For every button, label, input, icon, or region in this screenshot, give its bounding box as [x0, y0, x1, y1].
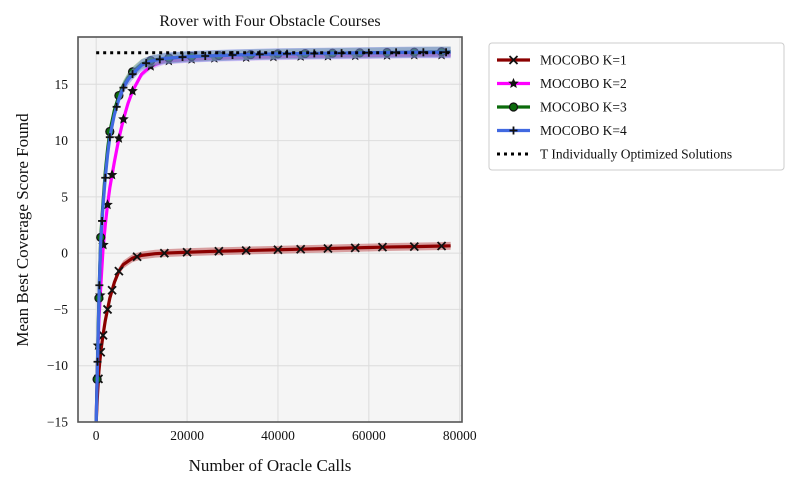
data-point-marker — [101, 173, 110, 182]
legend: MOCOBO K=1 MOCOBO K=2 MOCOBO K=3 MOCOBO K=4… — [488, 42, 785, 171]
data-point-marker — [98, 330, 108, 340]
legend-marker — [508, 102, 519, 112]
data-point-marker — [113, 132, 125, 143]
data-point-marker — [107, 285, 117, 295]
data-point-marker — [273, 245, 283, 255]
plot-area — [78, 37, 462, 422]
data-point-marker — [182, 247, 192, 257]
y-tick-label: 5 — [61, 189, 68, 204]
data-point-marker — [142, 59, 151, 68]
data-point-marker — [228, 51, 237, 60]
x-tick-label: 60000 — [352, 428, 386, 443]
legend-item-mocobo-k-2: MOCOBO K=2 — [497, 76, 627, 91]
data-point-marker — [128, 70, 137, 79]
legend-label: MOCOBO K=4 — [540, 123, 627, 138]
data-point-marker — [436, 241, 447, 251]
data-point-marker — [98, 216, 107, 225]
data-point-marker — [409, 241, 419, 252]
data-point-marker — [102, 304, 113, 315]
legend-label: MOCOBO K=1 — [540, 53, 627, 68]
legend-item-mocobo-k-4: MOCOBO K=4 — [497, 123, 627, 138]
plot-frame — [77, 36, 463, 423]
data-point-marker — [106, 169, 118, 180]
legend-marker — [508, 77, 519, 89]
legend-item-mocobo-k-1: MOCOBO K=1 — [497, 53, 627, 68]
legend-marker — [509, 126, 518, 135]
y-tick-label: 15 — [55, 77, 69, 92]
data-point-marker — [119, 83, 128, 92]
series-layer — [92, 46, 451, 422]
x-tick-label: 80000 — [443, 428, 477, 443]
data-point-marker — [95, 281, 104, 290]
data-point-marker — [114, 266, 124, 276]
legend-marker — [508, 55, 519, 65]
data-point-marker — [201, 52, 210, 61]
y-tick-label: −15 — [47, 415, 68, 430]
y-axis-label: Mean Best Coverage Score Found — [13, 113, 32, 347]
chart-title: Rover with Four Obstacle Courses — [159, 13, 380, 30]
y-tick-label: −10 — [47, 358, 68, 373]
series-mocobo-k-1 — [93, 241, 451, 422]
legend-label: T Individually Optimized Solutions — [540, 147, 732, 162]
x-axis-label: Number of Oracle Calls — [189, 456, 352, 475]
series-line — [94, 244, 451, 422]
data-point-marker — [377, 242, 388, 252]
data-point-marker — [214, 246, 224, 256]
y-tick-label: 10 — [55, 133, 69, 148]
data-point-marker — [118, 113, 129, 124]
legend-box — [488, 42, 785, 171]
x-tick-label: 40000 — [261, 428, 295, 443]
legend-item-t-individually-optimized-solutions: T Individually Optimized Solutions — [497, 147, 732, 162]
data-point-marker — [127, 85, 138, 96]
data-point-marker — [112, 102, 121, 111]
data-point-marker — [296, 244, 306, 254]
data-point-marker — [155, 55, 164, 64]
legend-label: MOCOBO K=2 — [540, 76, 627, 91]
data-point-marker — [159, 248, 169, 258]
x-axis-ticks: 0 20000 40000 60000 80000 — [93, 428, 477, 443]
y-axis-ticks: −15 −10 −5 0 5 10 15 — [47, 77, 68, 430]
legend-item-mocobo-k-3: MOCOBO K=3 — [497, 100, 627, 115]
y-tick-label: −5 — [54, 302, 69, 317]
data-point-marker — [132, 252, 142, 262]
data-point-marker — [93, 357, 102, 366]
data-point-marker — [241, 245, 251, 256]
x-tick-label: 0 — [93, 428, 100, 443]
data-point-marker — [178, 53, 187, 62]
y-tick-label: 0 — [61, 246, 68, 261]
data-point-marker — [350, 243, 360, 253]
data-point-marker — [323, 243, 333, 254]
data-point-marker — [105, 133, 114, 142]
x-tick-label: 20000 — [170, 428, 204, 443]
legend-label: MOCOBO K=3 — [540, 100, 627, 115]
